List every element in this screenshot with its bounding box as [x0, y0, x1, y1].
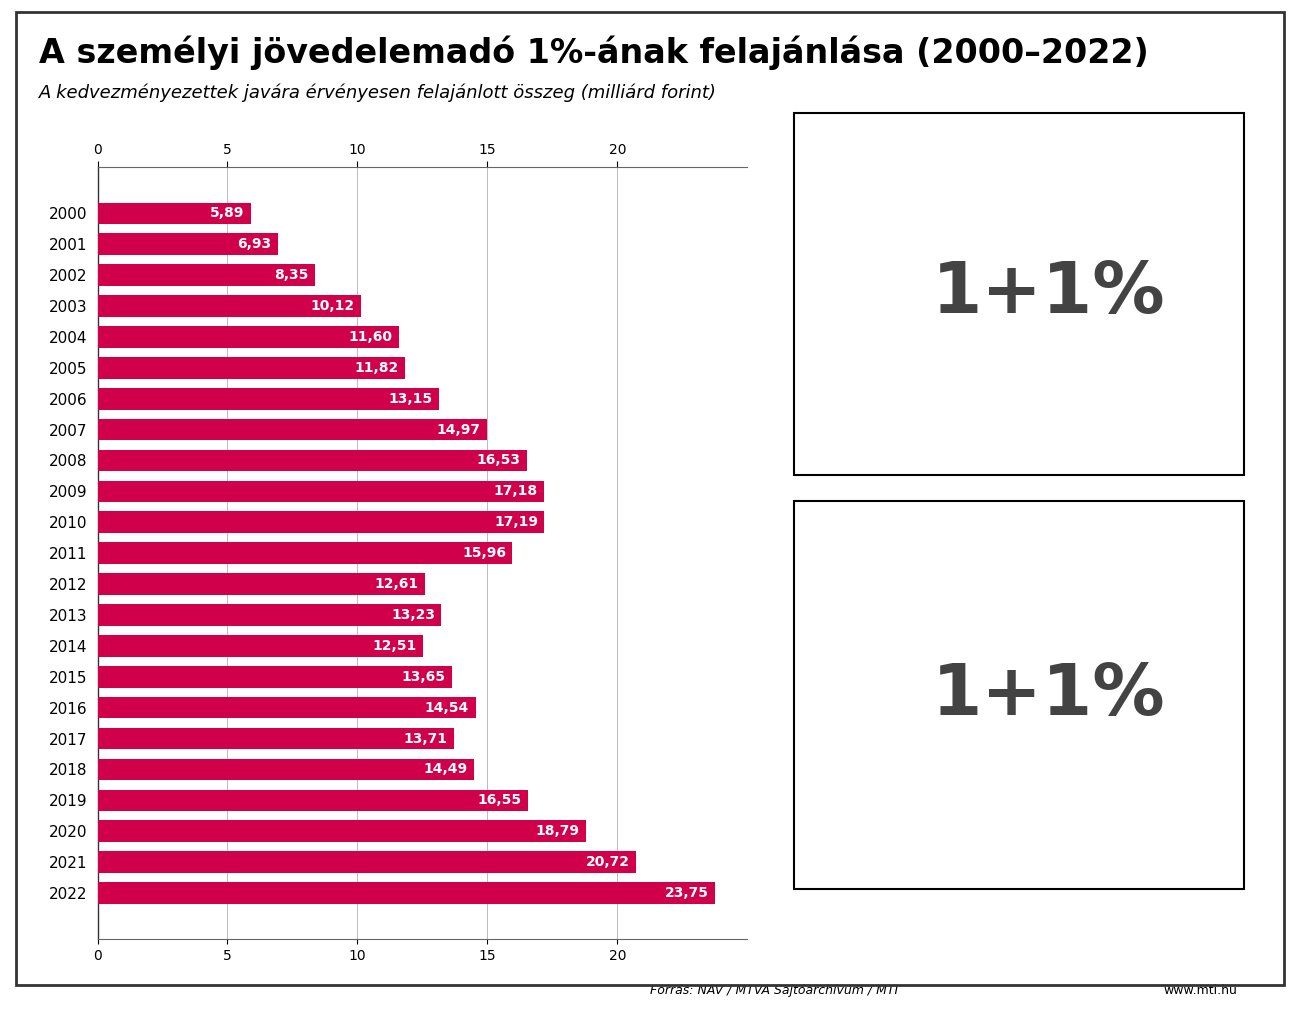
- Bar: [98, 573, 425, 595]
- Text: A kedvezményezettek javára érvényesen felajánlott összeg (milliárd forint): A kedvezményezettek javára érvényesen fe…: [39, 83, 716, 102]
- Text: 5,89: 5,89: [209, 206, 244, 220]
- Text: 13,15: 13,15: [389, 392, 433, 406]
- Text: 10,12: 10,12: [309, 299, 354, 313]
- Bar: [98, 326, 399, 348]
- Bar: [98, 388, 439, 409]
- Text: 13,71: 13,71: [403, 732, 447, 746]
- Text: 15,96: 15,96: [462, 546, 506, 560]
- FancyBboxPatch shape: [793, 113, 1244, 475]
- Bar: [98, 512, 545, 533]
- Bar: [98, 666, 452, 687]
- Bar: [98, 357, 404, 379]
- Text: 17,19: 17,19: [494, 516, 538, 529]
- Text: 13,23: 13,23: [391, 608, 436, 622]
- Text: 16,53: 16,53: [477, 454, 521, 468]
- Bar: [98, 852, 636, 873]
- Bar: [98, 233, 278, 255]
- Bar: [98, 728, 454, 749]
- Text: 14,54: 14,54: [425, 700, 469, 715]
- FancyBboxPatch shape: [793, 501, 1244, 889]
- Text: 1+1%: 1+1%: [932, 260, 1166, 328]
- Bar: [98, 203, 251, 224]
- Text: 14,49: 14,49: [424, 762, 468, 776]
- Bar: [98, 450, 528, 471]
- Bar: [98, 604, 442, 626]
- Bar: [98, 697, 476, 719]
- Text: A személyi jövedelemadó 1%-ának felajánlása (2000–2022): A személyi jövedelemadó 1%-ának felajánl…: [39, 36, 1149, 70]
- Text: 20,72: 20,72: [586, 855, 629, 869]
- Text: www.mti.hu: www.mti.hu: [1164, 984, 1238, 997]
- Bar: [98, 820, 586, 842]
- Text: 18,79: 18,79: [536, 824, 580, 838]
- Text: 13,65: 13,65: [402, 670, 446, 684]
- Bar: [98, 758, 474, 781]
- Bar: [98, 419, 486, 441]
- Bar: [98, 264, 315, 286]
- Text: 23,75: 23,75: [664, 886, 709, 900]
- Text: 12,51: 12,51: [372, 638, 416, 653]
- Text: 14,97: 14,97: [437, 422, 480, 436]
- Bar: [98, 635, 422, 657]
- Text: 11,60: 11,60: [348, 330, 393, 344]
- Bar: [98, 480, 545, 502]
- Text: 11,82: 11,82: [354, 360, 398, 375]
- Bar: [98, 542, 512, 564]
- Text: 17,18: 17,18: [494, 484, 538, 498]
- Text: 16,55: 16,55: [477, 794, 521, 807]
- Text: 6,93: 6,93: [237, 238, 272, 252]
- Text: 12,61: 12,61: [374, 578, 419, 591]
- Bar: [98, 882, 715, 903]
- Text: 1+1%: 1+1%: [932, 661, 1166, 730]
- Bar: [98, 790, 528, 811]
- Text: 8,35: 8,35: [274, 268, 308, 282]
- Text: Forrás: NAV / MTVA Sajtóarchívum / MTI: Forrás: NAV / MTVA Sajtóarchívum / MTI: [650, 984, 898, 997]
- Bar: [98, 295, 360, 317]
